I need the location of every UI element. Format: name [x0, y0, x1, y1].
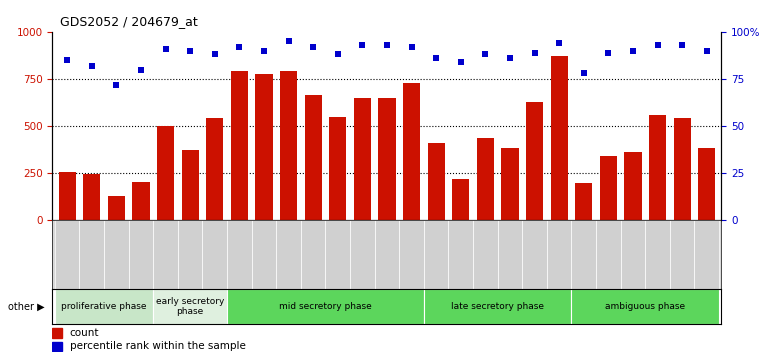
Bar [326, 220, 350, 289]
Text: other ▶: other ▶ [8, 302, 45, 312]
Bar [596, 220, 621, 289]
Bar [526, 102, 543, 220]
Bar [52, 329, 62, 338]
Bar [424, 289, 571, 324]
Bar [256, 74, 273, 220]
Bar [497, 220, 522, 289]
Point [258, 48, 270, 53]
Text: late secretory phase: late secretory phase [451, 302, 544, 311]
Point [307, 44, 320, 50]
Point [701, 48, 713, 53]
Bar [645, 220, 670, 289]
Bar [252, 220, 276, 289]
Bar [132, 182, 149, 220]
Bar [547, 220, 571, 289]
Point [135, 67, 147, 72]
Point [110, 82, 122, 87]
Text: ambiguous phase: ambiguous phase [605, 302, 685, 311]
Bar [231, 72, 248, 220]
Point [504, 55, 516, 61]
Bar [427, 143, 445, 220]
Text: mid secretory phase: mid secretory phase [279, 302, 372, 311]
Bar [227, 220, 252, 289]
Bar [203, 220, 227, 289]
Bar [178, 220, 203, 289]
Bar [55, 289, 153, 324]
Point [454, 59, 467, 65]
Bar [157, 126, 174, 220]
Point [380, 42, 393, 48]
Text: count: count [69, 328, 99, 338]
Text: GDS2052 / 204679_at: GDS2052 / 204679_at [60, 15, 198, 28]
Point [676, 42, 688, 48]
Bar [403, 83, 420, 220]
Bar [649, 115, 666, 220]
Bar [153, 289, 227, 324]
Bar [59, 172, 75, 220]
Text: proliferative phase: proliferative phase [62, 302, 147, 311]
Bar [83, 174, 100, 220]
Bar [129, 220, 153, 289]
Bar [522, 220, 547, 289]
Bar [329, 116, 347, 220]
Point [627, 48, 639, 53]
Bar [575, 183, 592, 220]
Bar [182, 149, 199, 220]
Bar [52, 342, 62, 351]
Point [209, 52, 221, 57]
Bar [55, 220, 79, 289]
Bar [276, 220, 301, 289]
Bar [551, 56, 567, 220]
Bar [477, 138, 494, 220]
Point [578, 70, 590, 76]
Bar [301, 220, 326, 289]
Bar [448, 220, 473, 289]
Bar [399, 220, 424, 289]
Text: percentile rank within the sample: percentile rank within the sample [69, 341, 246, 352]
Point [357, 42, 369, 48]
Point [233, 44, 246, 50]
Bar [621, 220, 645, 289]
Bar [350, 220, 375, 289]
Point [479, 52, 491, 57]
Point [61, 57, 73, 63]
Point [85, 63, 98, 69]
Bar [304, 95, 322, 220]
Bar [695, 220, 719, 289]
Bar [353, 98, 371, 220]
Bar [670, 220, 695, 289]
Bar [600, 156, 617, 220]
Bar [375, 220, 399, 289]
Bar [571, 220, 596, 289]
Text: early secretory
phase: early secretory phase [156, 297, 224, 316]
Point [553, 40, 565, 46]
Point [602, 50, 614, 56]
Point [283, 39, 295, 44]
Bar [452, 179, 470, 220]
Bar [104, 220, 129, 289]
Point [184, 48, 196, 53]
Point [651, 42, 664, 48]
Bar [79, 220, 104, 289]
Bar [473, 220, 497, 289]
Bar [280, 72, 297, 220]
Point [159, 46, 172, 52]
Bar [227, 289, 424, 324]
Bar [674, 118, 691, 220]
Bar [108, 196, 125, 220]
Point [528, 50, 541, 56]
Point [430, 55, 442, 61]
Bar [206, 119, 223, 220]
Bar [571, 289, 719, 324]
Bar [698, 148, 715, 220]
Bar [378, 98, 396, 220]
Point [332, 52, 344, 57]
Bar [153, 220, 178, 289]
Point [405, 44, 417, 50]
Bar [501, 148, 518, 220]
Bar [424, 220, 448, 289]
Bar [624, 152, 641, 220]
